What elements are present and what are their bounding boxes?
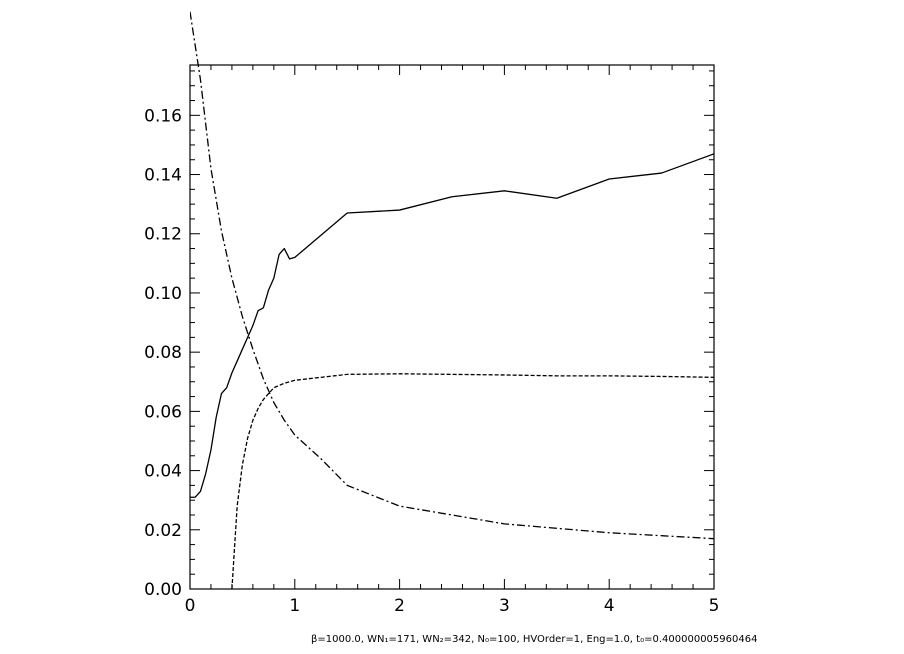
y-tick-label: 0.14 [144,166,182,186]
y-tick-label: 0.10 [144,284,182,304]
parameters-caption: β=1000.0, WN₁=171, WN₂=342, N₀=100, HVOr… [311,634,758,645]
x-tick-label: 5 [709,596,720,616]
series-line-dashdot [190,11,714,540]
y-tick-label: 0.00 [144,580,182,600]
y-tick-label: 0.08 [144,343,182,363]
x-tick-label: 4 [604,596,615,616]
tick-labels-layer: 0 1 2 3 4 5 0.00 0.02 0.04 0.06 0.08 0.10 0.12 0.14 0.… [144,106,719,616]
x-tick-label: 1 [289,596,300,616]
y-tick-label: 0.04 [144,462,182,482]
y-tick-label: 0.02 [144,521,182,541]
x-tick-label: 3 [499,596,510,616]
series-line-solid [190,153,714,498]
y-tick-label: 0.16 [144,106,182,126]
series-layer [190,11,714,589]
plot-frame [189,64,715,590]
ticks-layer [189,65,715,590]
y-tick-label: 0.06 [144,402,182,422]
y-tick-label: 0.12 [144,225,182,245]
x-tick-label: 0 [185,596,196,616]
x-tick-label: 2 [394,596,405,616]
series-line-dashed [231,373,714,589]
